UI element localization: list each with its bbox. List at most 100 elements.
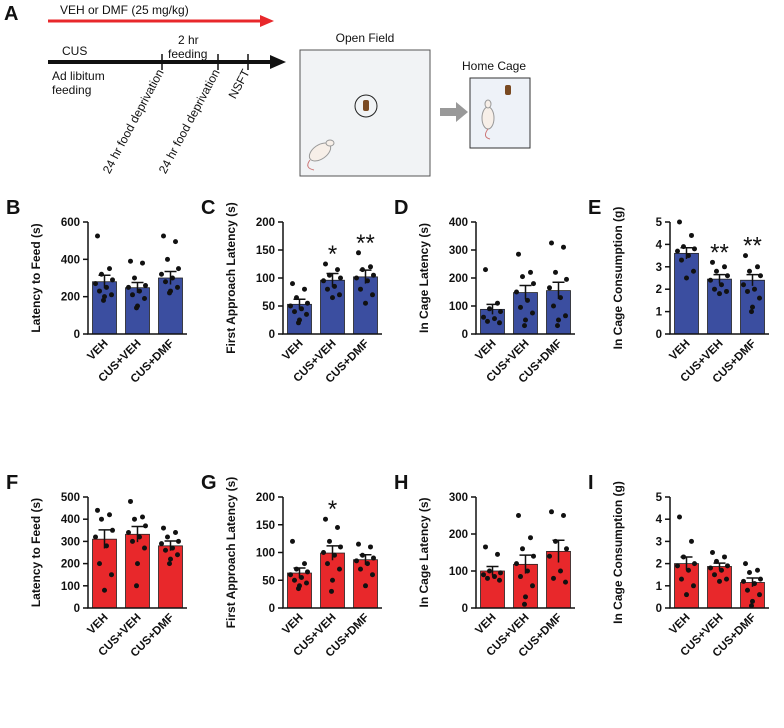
data-point xyxy=(520,546,525,552)
data-point xyxy=(741,282,746,288)
data-point xyxy=(717,578,722,584)
significance-label: * xyxy=(328,496,337,523)
data-point xyxy=(516,251,521,257)
data-point xyxy=(290,538,295,544)
data-point xyxy=(495,551,500,557)
data-point xyxy=(140,514,145,520)
data-point xyxy=(99,271,104,277)
data-point xyxy=(143,282,148,288)
data-point xyxy=(717,291,722,297)
data-point xyxy=(338,544,343,550)
arena-label: Open Field xyxy=(336,31,395,45)
x-tick-label: VEH xyxy=(473,612,498,637)
y-tick-label: 300 xyxy=(449,245,468,257)
data-point xyxy=(337,292,342,298)
data-point xyxy=(755,264,760,270)
data-point xyxy=(675,563,680,569)
y-tick-label: 50 xyxy=(262,301,275,313)
stress-label: CUS xyxy=(62,44,87,58)
data-point xyxy=(325,286,330,292)
data-point xyxy=(741,578,746,584)
data-point xyxy=(132,275,137,281)
data-point xyxy=(551,575,556,581)
y-tick-label: 0 xyxy=(269,603,275,615)
x-tick-label: VEH xyxy=(280,612,305,637)
y-tick-label: 0 xyxy=(462,329,468,341)
data-point xyxy=(561,244,566,250)
data-point xyxy=(290,281,295,287)
x-tick-label: VEH xyxy=(85,338,110,363)
data-point xyxy=(143,523,148,529)
y-tick-label: 1 xyxy=(656,581,663,593)
data-point xyxy=(692,246,697,252)
data-point xyxy=(323,261,328,267)
data-point xyxy=(137,288,142,294)
data-point xyxy=(553,269,558,275)
significance-label: * xyxy=(328,241,337,268)
data-point xyxy=(518,574,523,580)
data-point xyxy=(757,295,762,301)
data-point xyxy=(163,547,168,553)
data-point xyxy=(126,284,131,290)
data-point xyxy=(107,266,112,272)
data-point xyxy=(481,314,486,320)
data-point xyxy=(520,274,525,280)
y-tick-label: 50 xyxy=(262,575,275,587)
data-point xyxy=(97,561,102,567)
y-tick-label: 0 xyxy=(74,603,80,615)
x-tick-label: VEH xyxy=(667,338,692,363)
y-tick-label: 2 xyxy=(656,559,662,571)
axis-line xyxy=(475,222,575,335)
y-tick-label: 500 xyxy=(61,492,80,504)
data-point xyxy=(563,313,568,319)
data-point xyxy=(358,566,363,572)
y-tick-label: 5 xyxy=(656,492,663,504)
data-point xyxy=(304,580,309,586)
data-point xyxy=(725,563,730,569)
data-point xyxy=(95,233,100,239)
data-point xyxy=(305,569,310,575)
panel-label: B xyxy=(6,197,20,219)
data-point xyxy=(335,525,340,531)
y-tick-label: 200 xyxy=(449,273,468,285)
data-point xyxy=(329,588,334,594)
step-label: 24 hr food deprivation xyxy=(156,67,223,176)
data-point xyxy=(159,541,164,547)
error-bar xyxy=(746,273,759,286)
food-pellet xyxy=(363,100,369,111)
data-point xyxy=(128,258,133,264)
data-point xyxy=(719,282,724,288)
data-point xyxy=(498,309,503,315)
data-point xyxy=(296,320,301,326)
data-point xyxy=(332,552,337,558)
data-point xyxy=(110,277,115,283)
y-tick-label: 0 xyxy=(656,329,662,341)
data-point xyxy=(294,295,299,301)
data-point xyxy=(549,240,554,246)
arrowhead xyxy=(260,15,274,27)
data-point xyxy=(691,583,696,589)
refeed-label: 2 hr xyxy=(178,33,199,47)
x-tick-label: VEH xyxy=(280,338,305,363)
data-point xyxy=(514,289,519,295)
data-point xyxy=(485,575,490,581)
data-point xyxy=(679,257,684,263)
data-point xyxy=(714,558,719,564)
data-point xyxy=(712,286,717,292)
y-tick-label: 150 xyxy=(256,520,275,532)
significance-label: ** xyxy=(356,230,375,257)
y-tick-label: 300 xyxy=(449,492,468,504)
y-tick-label: 1 xyxy=(656,307,663,319)
data-point xyxy=(481,572,486,578)
data-point xyxy=(487,306,492,312)
mouse-icon xyxy=(481,99,495,140)
data-point xyxy=(564,276,569,282)
data-point xyxy=(170,275,175,281)
data-point xyxy=(134,583,139,589)
data-point xyxy=(170,545,175,551)
y-tick-label: 100 xyxy=(449,301,468,313)
data-point xyxy=(752,286,757,292)
y-axis-label: In Cage Consumption (g) xyxy=(611,481,625,624)
y-tick-label: 600 xyxy=(61,217,80,229)
data-point xyxy=(483,267,488,273)
